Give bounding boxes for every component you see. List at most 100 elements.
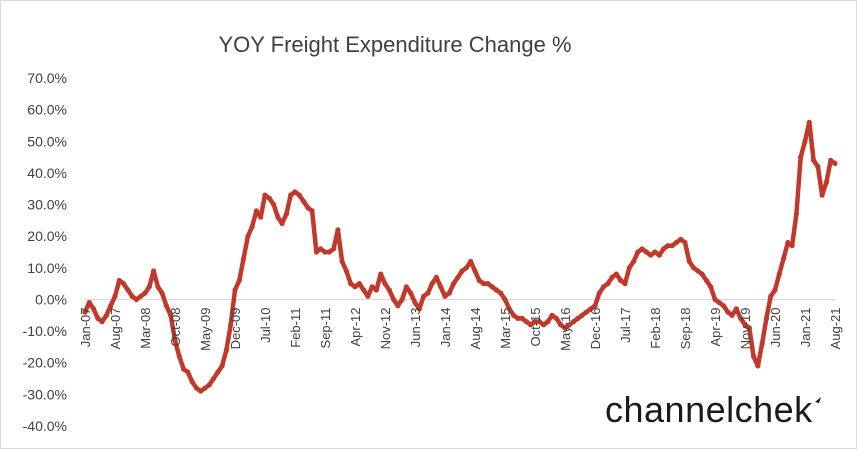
x-tick-label: Aug-14 [468,308,483,350]
data-point [811,157,817,163]
data-point [266,195,272,201]
data-point [661,246,667,252]
data-point [386,287,392,293]
data-point [296,192,302,198]
data-point [536,319,542,325]
data-point [352,284,358,290]
data-point [408,290,414,296]
data-point [103,312,109,318]
x-tick-label: Jan-21 [798,308,813,348]
data-point [283,211,289,217]
data-point [232,287,238,293]
data-point [416,306,422,312]
data-point [185,369,191,375]
x-tick-label: Jul-17 [618,308,633,343]
data-point [669,243,675,249]
x-tick-label: Oct-15 [528,308,543,347]
data-point [725,309,731,315]
data-point [468,258,474,265]
data-point [721,303,727,309]
x-tick-label: Jun-20 [768,308,783,348]
data-point [463,265,469,271]
data-point [438,284,444,290]
data-point [331,246,337,252]
data-point [566,322,572,328]
data-point [652,249,658,255]
x-tick-label: Jan-07 [78,308,93,348]
y-tick-label: 70.0% [27,70,67,86]
data-point [262,192,268,198]
y-tick-label: 0.0% [35,291,67,307]
data-point [121,281,127,287]
data-point [485,281,491,287]
x-tick-label: Jan-14 [438,308,453,348]
data-point [305,205,311,211]
data-point [789,243,795,249]
data-point [523,319,530,325]
data-point [163,303,169,309]
data-point [755,363,761,369]
x-tick-label: Aug-07 [108,308,123,350]
data-point [541,322,547,328]
y-tick-label: -20.0% [23,355,67,371]
data-point [146,284,152,290]
data-point [481,281,487,287]
data-point [832,160,838,166]
data-point [228,322,234,328]
data-point [776,271,782,277]
x-tick-label: Dec-16 [588,308,603,350]
x-tick-label: Feb-11 [288,308,303,348]
data-point [318,246,324,252]
data-point [412,300,418,306]
data-point [708,284,714,290]
x-tick-label: May-16 [558,308,573,351]
data-point [571,319,577,325]
data-point [189,379,195,385]
data-point [549,312,555,318]
data-point [626,265,632,271]
data-point [116,277,122,284]
data-point [86,300,92,306]
x-tick-label: Feb-18 [648,308,663,349]
data-point [258,214,264,220]
data-point [785,239,791,246]
x-tick-label: Dec-09 [228,308,243,350]
x-tick-label: Jul-10 [258,308,273,343]
data-point [391,296,397,303]
data-point [579,312,585,318]
data-point [592,303,598,309]
data-point [682,239,688,246]
y-tick-label: 10.0% [27,260,67,276]
data-point [635,249,641,255]
data-point [639,246,645,252]
data-point [176,353,182,359]
x-tick-label: Apr-12 [348,308,363,347]
data-point [253,208,259,214]
data-point [528,322,534,328]
data-point [656,252,662,258]
data-point [151,268,157,274]
data-point [395,303,401,309]
data-point [472,268,478,274]
data-point [241,255,247,261]
data-point [742,322,748,328]
data-point [425,290,431,296]
data-point [583,309,590,315]
data-point [618,277,624,284]
data-point [793,211,800,217]
data-point [781,255,787,261]
data-point [648,252,654,258]
data-point [768,293,774,299]
data-point [339,258,345,265]
y-tick-label: 50.0% [27,133,67,149]
data-point [673,239,680,246]
data-point [699,271,705,277]
data-point [498,290,504,296]
data-point [643,249,650,255]
data-point [361,287,367,293]
data-point [335,227,341,233]
series-layer [82,119,838,394]
data-point [326,249,332,255]
data-point [236,277,242,284]
data-point [356,281,362,287]
